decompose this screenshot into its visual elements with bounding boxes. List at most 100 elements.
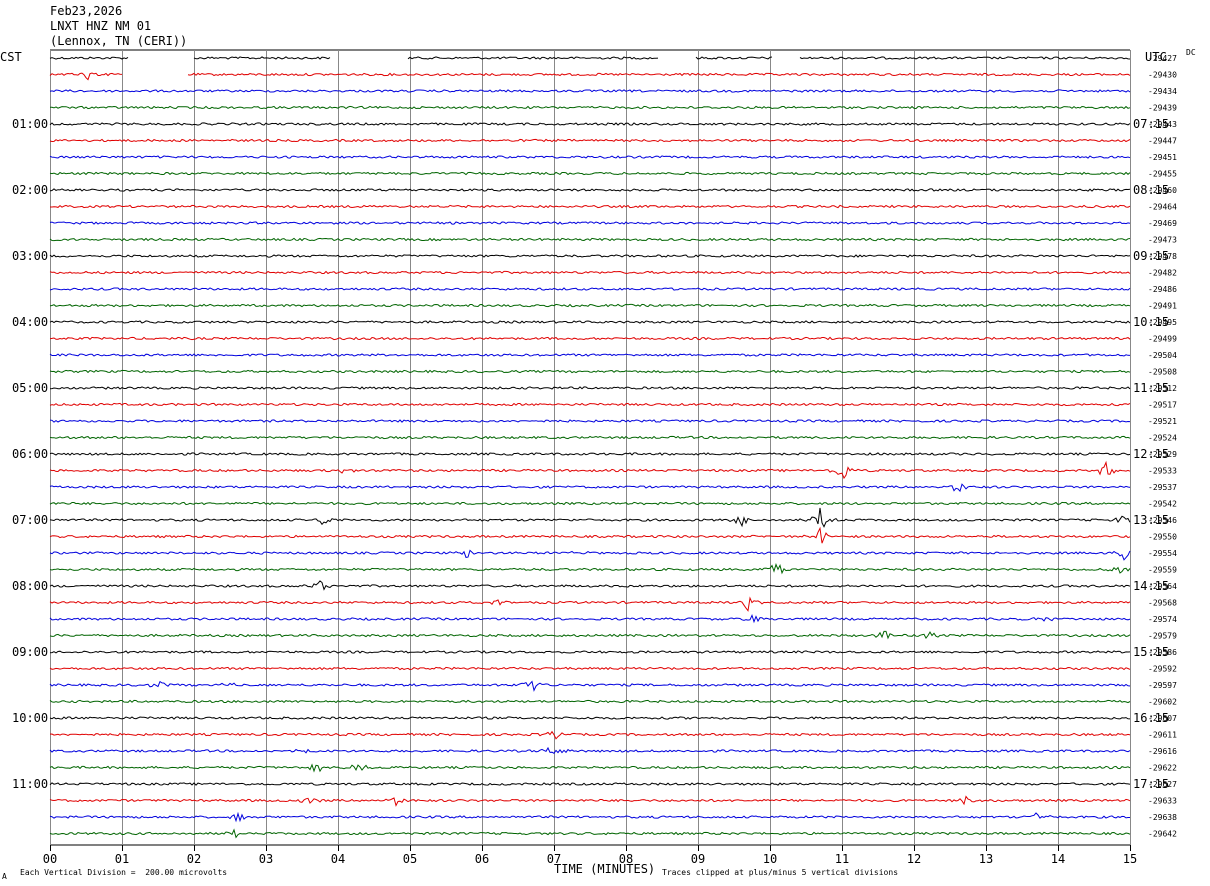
dc-offset-label: -29451 bbox=[1148, 153, 1177, 162]
dc-offset-label: -29611 bbox=[1148, 731, 1177, 740]
dc-label: DC bbox=[1186, 48, 1196, 57]
dc-offset-label: -29478 bbox=[1148, 252, 1177, 261]
cst-hour-label: 06:00 bbox=[12, 447, 48, 461]
dc-offset-label: -29622 bbox=[1148, 764, 1177, 773]
clip-note: Traces clipped at plus/minus 5 vertical … bbox=[662, 868, 899, 877]
trace-line-39 bbox=[49, 680, 1131, 692]
dc-offset-label: -29495 bbox=[1148, 318, 1177, 327]
dc-offset-label: -29521 bbox=[1148, 417, 1177, 426]
dc-offset-label: -29491 bbox=[1148, 302, 1177, 311]
trace-line-46 bbox=[49, 795, 1131, 807]
trace-line-40 bbox=[49, 699, 1131, 704]
trace-line-43 bbox=[49, 746, 1131, 754]
utc-hour-label: 08:15 bbox=[1133, 183, 1169, 197]
trace-line-22 bbox=[49, 402, 1131, 407]
dc-offset-label: -29447 bbox=[1148, 137, 1177, 146]
dc-offset-label: -29550 bbox=[1148, 533, 1177, 542]
cst-hour-label: 07:00 bbox=[12, 513, 48, 527]
scale-note: Each Vertical Division = 200.00 microvol… bbox=[20, 868, 228, 877]
x-tick-label: 03 bbox=[259, 852, 273, 866]
trace-line-7 bbox=[49, 155, 1131, 159]
trace-line-23 bbox=[49, 419, 1131, 423]
cst-hour-label: 08:00 bbox=[12, 579, 48, 593]
location-title: (Lennox, TN (CERI)) bbox=[50, 34, 188, 48]
trace-line-3 bbox=[49, 89, 1131, 93]
trace-line-20 bbox=[49, 369, 1131, 374]
utc-hour-label: 13:15 bbox=[1133, 513, 1169, 527]
dc-offset-label: -29568 bbox=[1148, 599, 1177, 608]
trace-line-35 bbox=[49, 614, 1131, 624]
dc-offset-label: -29464 bbox=[1148, 203, 1177, 212]
trace-line-5 bbox=[49, 122, 1131, 126]
dc-offset-label: -29602 bbox=[1148, 698, 1177, 707]
utc-hour-label: 12:15 bbox=[1133, 447, 1169, 461]
trace-line-14 bbox=[49, 270, 1131, 275]
cst-hour-label: 01:00 bbox=[12, 117, 48, 131]
cst-hour-label: 09:00 bbox=[12, 645, 48, 659]
dc-offset-label: -29430 bbox=[1148, 71, 1177, 80]
utc-hour-label: 14:15 bbox=[1133, 579, 1169, 593]
x-tick-label: 15 bbox=[1123, 852, 1137, 866]
utc-hour-label: 15:15 bbox=[1133, 645, 1169, 659]
utc-hour-label: 16:15 bbox=[1133, 711, 1169, 725]
dc-offset-label: -29638 bbox=[1148, 813, 1177, 822]
trace-line-21 bbox=[49, 386, 1131, 390]
trace-line-48 bbox=[49, 828, 1131, 839]
dc-offset-label: -29542 bbox=[1148, 500, 1177, 509]
trace-line-44 bbox=[49, 763, 1131, 773]
cst-hour-label: 02:00 bbox=[12, 183, 48, 197]
x-tick-label: 14 bbox=[1051, 852, 1065, 866]
trace-line-34 bbox=[49, 596, 1131, 612]
dc-offset-label: -29469 bbox=[1148, 219, 1177, 228]
trace-line-13 bbox=[49, 254, 1131, 258]
trace-line-16 bbox=[49, 303, 1131, 308]
dc-offset-label: -29504 bbox=[1148, 351, 1177, 360]
cst-hour-label: 03:00 bbox=[12, 249, 48, 263]
x-tick-label: 12 bbox=[907, 852, 921, 866]
station-title: LNXT HNZ NM 01 bbox=[50, 19, 152, 33]
dc-offset-label: -29597 bbox=[1148, 681, 1177, 690]
x-tick-label: 08 bbox=[619, 852, 633, 866]
trace-line-4 bbox=[49, 105, 1131, 110]
utc-hour-label: 09:15 bbox=[1133, 249, 1169, 263]
cst-hour-label: 11:00 bbox=[12, 777, 48, 791]
trace-line-15 bbox=[49, 287, 1131, 291]
dc-offset-label: -29607 bbox=[1148, 714, 1177, 723]
x-tick-label: 13 bbox=[979, 852, 993, 866]
trace-line-32 bbox=[49, 563, 1131, 575]
dc-offset-label: -29439 bbox=[1148, 104, 1177, 113]
x-tick-label: 11 bbox=[835, 852, 849, 866]
trace-line-24 bbox=[49, 435, 1131, 440]
trace-line-25 bbox=[49, 452, 1131, 456]
x-tick-label: 10 bbox=[763, 852, 777, 866]
x-tick-label: 05 bbox=[403, 852, 417, 866]
dc-offset-label: -29455 bbox=[1148, 170, 1177, 179]
dc-offset-label: -29473 bbox=[1148, 236, 1177, 245]
dc-offset-label: -29546 bbox=[1148, 516, 1177, 525]
dc-offset-label: -29564 bbox=[1148, 582, 1177, 591]
dc-offset-label: -29529 bbox=[1148, 450, 1177, 459]
trace-line-37 bbox=[49, 650, 1131, 654]
date-title: Feb23,2026 bbox=[50, 4, 123, 18]
utc-hour-label: 11:15 bbox=[1133, 381, 1169, 395]
trace-line-18 bbox=[49, 336, 1131, 341]
trace-line-9 bbox=[49, 188, 1131, 192]
dc-offset-label: -29482 bbox=[1148, 269, 1177, 278]
x-tick-label: 09 bbox=[691, 852, 705, 866]
trace-line-17 bbox=[49, 320, 1131, 324]
dc-offset-label: -29554 bbox=[1148, 549, 1177, 558]
trace-line-29 bbox=[49, 507, 1131, 528]
trace-line-41 bbox=[49, 716, 1131, 720]
trace-line-30 bbox=[49, 526, 1131, 544]
dc-offset-label: -29559 bbox=[1148, 566, 1177, 575]
cst-hour-label: 04:00 bbox=[12, 315, 48, 329]
trace-line-45 bbox=[49, 782, 1131, 786]
corner-mark: A bbox=[2, 872, 7, 881]
trace-line-27 bbox=[49, 483, 1131, 493]
dc-offset-label: -29616 bbox=[1148, 747, 1177, 756]
trace-line-33 bbox=[49, 580, 1131, 591]
trace-line-38 bbox=[49, 666, 1131, 671]
dc-offset-label: -29524 bbox=[1148, 434, 1177, 443]
dc-offset-label: -29579 bbox=[1148, 632, 1177, 641]
trace-line-26 bbox=[49, 460, 1131, 480]
